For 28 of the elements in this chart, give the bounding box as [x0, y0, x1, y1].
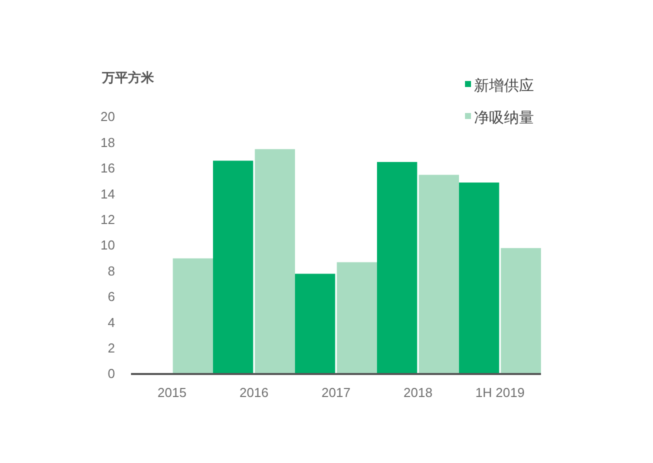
- y-tick-label: 2: [108, 340, 115, 356]
- bar: [459, 182, 500, 374]
- x-tick-label: 1H 2019: [475, 385, 525, 400]
- x-tick-label: 2016: [240, 385, 268, 400]
- y-tick-label: 10: [100, 238, 115, 253]
- y-tick-label: 14: [100, 186, 115, 202]
- y-tick-label: 12: [100, 212, 115, 227]
- bar: [418, 174, 459, 374]
- bar: [213, 160, 254, 374]
- y-tick-label: 20: [100, 109, 115, 124]
- y-tick-label: 8: [108, 263, 115, 278]
- y-tick-label: 16: [100, 160, 115, 176]
- bar: [336, 262, 377, 374]
- bar: [377, 162, 418, 374]
- y-tick-label: 6: [108, 289, 115, 304]
- x-tick-label: 2017: [322, 385, 350, 400]
- legend-label: 净吸纳量: [474, 109, 534, 126]
- y-tick-label: 4: [108, 314, 115, 330]
- bar: [295, 274, 336, 374]
- y-axis-title: 万平方米: [101, 70, 155, 85]
- bar: [500, 248, 541, 374]
- y-tick-label: 0: [108, 366, 115, 382]
- x-tick-label: 2018: [404, 385, 432, 400]
- y-tick-label: 18: [100, 134, 115, 150]
- bar: [172, 258, 213, 374]
- bar: [254, 149, 295, 374]
- legend-label: 新增供应: [474, 77, 534, 94]
- x-tick-label: 2015: [158, 385, 186, 400]
